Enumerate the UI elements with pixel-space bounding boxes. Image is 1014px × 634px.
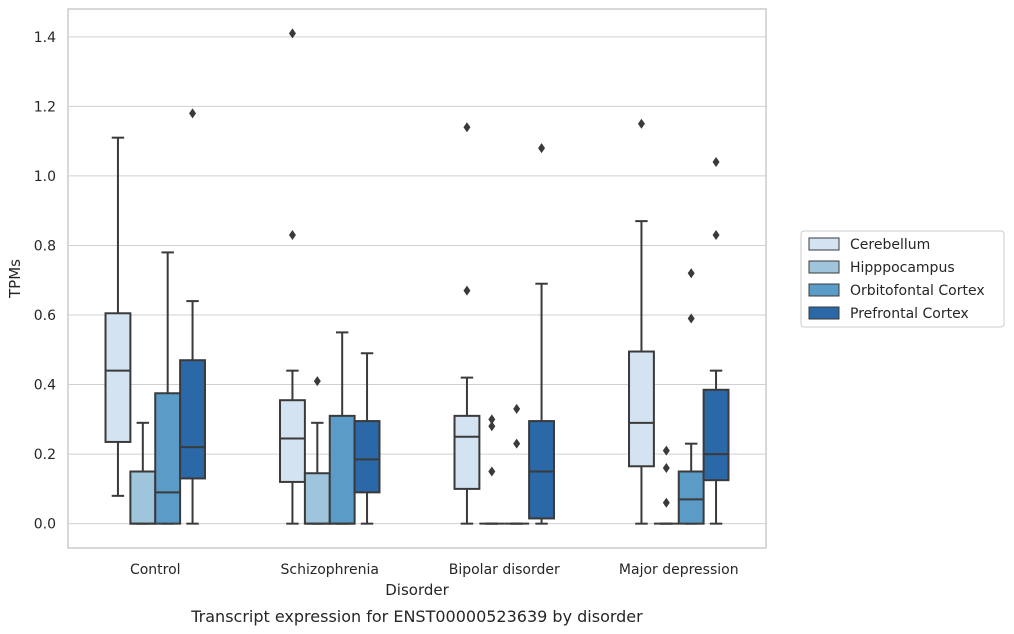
box-0-3 xyxy=(179,108,206,525)
box-2-0 xyxy=(453,122,481,525)
y-tick-label: 0.6 xyxy=(34,308,56,324)
box-3-2 xyxy=(677,268,705,525)
box-iqr xyxy=(677,470,705,525)
y-tick-label: 0.0 xyxy=(34,517,56,533)
x-tick-label: Schizophrenia xyxy=(281,562,379,578)
outlier-point xyxy=(488,421,496,432)
x-axis-ticks: Control Schizophrenia Bipolar disorder Majo… xyxy=(130,562,739,578)
x-tick-label: Control xyxy=(130,562,181,578)
outlier-point xyxy=(687,268,695,279)
y-tick-label: 1.2 xyxy=(34,99,56,115)
box-3-1 xyxy=(653,445,679,525)
box-iqr xyxy=(129,470,157,525)
legend-label: Prefrontal Cortex xyxy=(850,306,969,322)
outlier-point xyxy=(463,122,471,133)
outlier-point xyxy=(712,230,720,241)
box-1-1 xyxy=(303,376,331,525)
box-0-1 xyxy=(129,421,157,525)
box-iqr xyxy=(154,392,182,525)
outlier-point xyxy=(513,438,521,449)
chart-caption: Transcript expression for ENST0000052363… xyxy=(190,607,643,626)
legend: Cerebellum Hipppocampus Orbitofontal Corte… xyxy=(800,230,1005,328)
outlier-point xyxy=(538,143,546,154)
legend-label: Cerebellum xyxy=(850,237,930,253)
outlier-point xyxy=(189,108,197,119)
x-axis-label: Disorder xyxy=(385,581,449,599)
box-iqr xyxy=(179,359,206,480)
legend-swatch xyxy=(808,283,840,297)
plot-area-frame xyxy=(67,8,767,549)
box-iqr xyxy=(303,472,331,525)
box-iqr xyxy=(328,414,356,525)
outlier-point xyxy=(488,414,496,425)
y-tick-label: 0.8 xyxy=(34,238,56,254)
y-tick-label: 0.4 xyxy=(34,378,56,394)
legend-items: Cerebellum Hipppocampus Orbitofontal Corte… xyxy=(808,237,985,322)
outlier-point xyxy=(288,230,296,241)
outlier-point xyxy=(288,28,296,39)
outlier-point xyxy=(313,376,321,387)
box-2-2 xyxy=(504,403,530,525)
y-tick-label: 0.2 xyxy=(34,447,56,463)
legend-swatch xyxy=(808,306,840,320)
outlier-point xyxy=(637,118,645,129)
legend-frame xyxy=(800,230,1005,328)
y-axis-ticks: 0.0 0.2 0.4 0.6 0.8 1.0 1.2 1.4 xyxy=(34,30,56,533)
box-iqr xyxy=(453,414,481,490)
plot-marks xyxy=(104,28,730,525)
box-iqr xyxy=(104,312,132,443)
legend-swatch xyxy=(808,237,840,251)
box-iqr xyxy=(528,420,555,520)
legend-label: Hipppocampus xyxy=(850,260,955,276)
x-tick-label: Bipolar disorder xyxy=(449,562,560,578)
outlier-point xyxy=(463,285,471,296)
box-2-3 xyxy=(528,143,555,525)
outlier-point xyxy=(513,403,521,414)
outlier-point xyxy=(662,463,670,474)
box-1-0 xyxy=(279,28,306,525)
box-iqr xyxy=(628,350,655,468)
y-tick-label: 1.4 xyxy=(34,30,56,46)
legend-label: Orbitofontal Cortex xyxy=(850,283,985,299)
box-3-0 xyxy=(628,118,655,525)
box-0-2 xyxy=(154,251,182,525)
box-1-3 xyxy=(353,352,381,525)
outlier-point xyxy=(712,157,720,168)
outlier-point xyxy=(488,466,496,477)
outlier-point xyxy=(662,445,670,456)
x-tick-label: Major depression xyxy=(619,562,739,578)
box-iqr xyxy=(279,399,306,483)
outlier-point xyxy=(662,497,670,508)
box-2-1 xyxy=(479,414,505,525)
box-1-2 xyxy=(328,331,356,525)
y-tick-label: 1.0 xyxy=(34,169,56,185)
outlier-point xyxy=(687,313,695,324)
y-axis-label: TPMs xyxy=(6,259,24,299)
box-iqr xyxy=(702,388,730,482)
box-iqr xyxy=(353,420,381,494)
legend-swatch xyxy=(808,260,840,274)
box-3-3 xyxy=(702,157,730,525)
box-0-0 xyxy=(104,136,132,497)
